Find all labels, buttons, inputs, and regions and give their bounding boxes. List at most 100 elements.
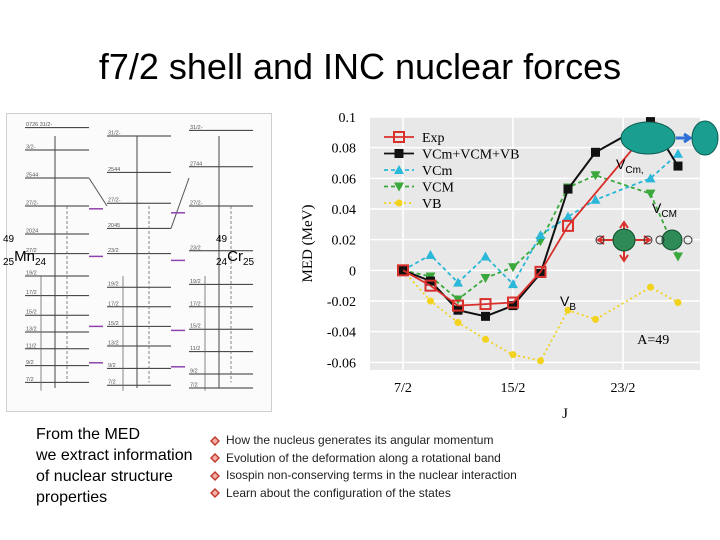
diamond-bullet-icon <box>210 470 220 481</box>
level-scheme-svg: 0726 31/2- 3/2- 2544 27/2- 2024 27/2 19/2 17/2 1… <box>25 122 253 391</box>
data-point <box>394 165 404 174</box>
level-label: 2045 <box>108 223 120 229</box>
x-tick-label: 23/2 <box>611 381 636 396</box>
cr-n: 25 <box>242 257 255 268</box>
data-point <box>534 265 547 278</box>
y-tick-label: -0.04 <box>327 326 356 341</box>
y-axis-label: MED (MeV) <box>300 205 316 283</box>
level-label: 17/2 <box>190 301 201 307</box>
level-scheme-figure: 0726 31/2- 3/2- 2544 27/2- 2024 27/2 19/2 17/2 1… <box>6 113 272 412</box>
data-point <box>674 299 682 307</box>
data-point <box>394 149 404 158</box>
data-point <box>454 318 462 326</box>
data-point <box>508 263 518 273</box>
data-point <box>425 250 436 259</box>
summary-line-4: properties <box>36 489 108 506</box>
vcm-small-label: VCm, <box>616 156 644 176</box>
data-point <box>508 301 518 311</box>
data-point <box>673 252 683 262</box>
level-label: 3/2- <box>26 145 36 151</box>
data-point <box>647 283 654 291</box>
level-label: 23/2 <box>190 245 201 251</box>
bullet-item: Isospin non-conserving terms in the nucl… <box>210 467 517 485</box>
level-label: 27/2- <box>26 201 39 207</box>
nucleus-cr49-label: 49 24Cr25 <box>216 234 254 272</box>
small-nucleon-left-icon <box>595 235 605 245</box>
data-point <box>563 184 573 194</box>
bullet-item: How the nucleus generates its angular mo… <box>210 432 517 450</box>
level-label: 23/2 <box>108 248 119 254</box>
data-point <box>537 357 544 365</box>
data-point <box>479 298 492 311</box>
data-point <box>590 171 601 181</box>
y-tick-label: 0.1 <box>339 111 357 126</box>
chart-annotation: A=49 <box>637 333 669 348</box>
data-point <box>424 279 437 292</box>
bullet-text: How the nucleus generates its angular mo… <box>226 433 494 447</box>
vcm-large-label: VCM <box>652 200 677 220</box>
right-arrow-icon <box>676 132 693 144</box>
deformed-nucleus-icon <box>620 121 676 155</box>
data-point <box>563 211 573 221</box>
legend-label: VCm <box>422 164 452 179</box>
data-point <box>480 274 491 283</box>
cr-z: 24 <box>216 257 228 268</box>
bullet-item: Learn about the configuration of the sta… <box>210 485 517 503</box>
summary-text: From the MED we extract information of n… <box>36 424 193 508</box>
level-label: 15/2 <box>26 310 37 316</box>
data-point <box>509 351 517 359</box>
data-point <box>393 131 405 143</box>
data-point <box>673 148 683 158</box>
data-point <box>562 219 574 232</box>
pair-ball-icon <box>612 228 636 252</box>
level-label: 15/2 <box>108 321 119 327</box>
level-label: 13/2 <box>108 341 119 347</box>
level-label: 27/2 <box>26 248 37 254</box>
bullet-text: Evolution of the deformation along a rot… <box>226 450 501 465</box>
cr-mass: 49 <box>216 234 228 245</box>
data-point <box>645 173 656 183</box>
mn-symbol: Mn <box>14 248 35 265</box>
level-label: 7/2 <box>108 380 116 386</box>
y-tick-label: 0.02 <box>332 234 357 249</box>
nucleon-illustrations <box>595 120 719 263</box>
mn-n: 24 <box>34 257 47 268</box>
vb-label: VB <box>560 293 577 313</box>
level-label: 2544 <box>26 173 38 179</box>
data-point <box>453 277 463 287</box>
level-label: 31/2- <box>190 125 203 131</box>
level-label: 9/2 <box>108 363 116 369</box>
data-point <box>535 230 546 240</box>
data-point <box>673 161 683 171</box>
mn-z: 25 <box>3 257 15 268</box>
series-line <box>402 153 679 286</box>
level-label: 2024 <box>26 229 38 235</box>
data-point <box>397 264 409 277</box>
level-label: 17/2 <box>108 301 119 307</box>
small-nucleon-4-icon <box>683 235 693 245</box>
level-label: 27/2- <box>108 198 121 204</box>
summary-line-1: From the MED <box>36 426 141 443</box>
y-tick-label: 0.08 <box>332 142 357 157</box>
cr-symbol: Cr <box>227 248 243 265</box>
level-label: 17/2 <box>26 290 37 296</box>
bullet-text: Isospin non-conserving terms in the nucl… <box>226 468 517 482</box>
level-label: 7/2 <box>190 383 198 389</box>
level-label: 27/2- <box>190 201 203 207</box>
small-nucleon-right-icon <box>643 235 653 245</box>
diamond-bullet-icon <box>210 453 220 464</box>
level-label: 19/2 <box>108 282 119 288</box>
series-line <box>402 269 679 362</box>
level-label: 15/2 <box>190 324 201 330</box>
level-label: 31/2- <box>108 131 121 137</box>
y-tick-label: 0.06 <box>332 172 357 187</box>
data-point <box>536 268 545 278</box>
data-point <box>507 296 519 309</box>
level-label: 9/2 <box>190 369 198 375</box>
legend-label: VB <box>422 197 441 212</box>
level-label: 11/2 <box>26 343 36 349</box>
level-label: 0726 31/2- <box>26 122 52 128</box>
level-label: 7/2 <box>26 377 34 383</box>
series-line <box>402 174 679 301</box>
y-tick-label: 0.04 <box>332 203 357 218</box>
